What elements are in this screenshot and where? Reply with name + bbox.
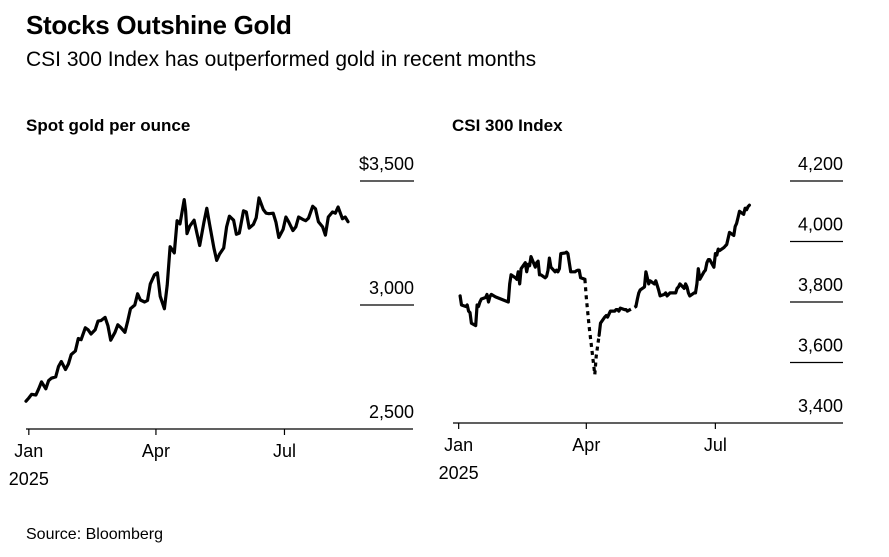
chart-title: Stocks Outshine Gold (26, 10, 292, 40)
gold-panel: Spot gold per ounce $3,500 3,000 2,500 Jan… (9, 116, 414, 489)
chart-subtitle: CSI 300 Index has outperformed gold in r… (26, 48, 537, 71)
y-tick-label: 4,000 (798, 215, 843, 235)
series-line-dashed (626, 305, 637, 313)
y-tick-label: 3,800 (798, 275, 843, 295)
x-tick-label: Jul (273, 441, 296, 461)
x-tick-sublabel: 2025 (9, 469, 49, 489)
x-tick-sublabel: 2025 (439, 463, 479, 483)
series-line (458, 250, 587, 328)
csi-y-axis: 4,200 4,000 3,800 3,600 3,400 (790, 154, 843, 416)
source-note: Source: Bloomberg (26, 526, 163, 543)
series-line (634, 203, 751, 309)
y-tick-label: 3,400 (798, 396, 843, 416)
series-line (24, 196, 350, 403)
csi-x-axis: Jan 2025 Apr Jul (439, 422, 843, 483)
x-tick-label: Jul (704, 435, 727, 455)
y-tick-label: 4,200 (798, 154, 843, 174)
series-line (597, 306, 629, 337)
gold-series (24, 196, 350, 403)
x-tick-label: Jan (14, 441, 43, 461)
csi-panel-title: CSI 300 Index (452, 116, 563, 135)
y-tick-label: 3,000 (369, 278, 414, 298)
series-line-dashed (583, 279, 601, 377)
y-tick-label: 3,600 (798, 336, 843, 356)
x-tick-label: Jan (444, 435, 473, 455)
csi-series (458, 203, 751, 377)
gold-panel-title: Spot gold per ounce (26, 116, 190, 135)
gold-x-axis: Jan 2025 Apr Jul (9, 428, 413, 489)
x-tick-label: Apr (572, 435, 600, 455)
x-tick-label: Apr (142, 441, 170, 461)
y-tick-label: $3,500 (359, 154, 414, 174)
csi-panel: CSI 300 Index 4,2004,0003,8003,6003,400 … (439, 116, 843, 483)
y-tick-label: 2,500 (369, 402, 414, 422)
gold-y-axis: $3,500 3,000 2,500 (359, 154, 414, 422)
